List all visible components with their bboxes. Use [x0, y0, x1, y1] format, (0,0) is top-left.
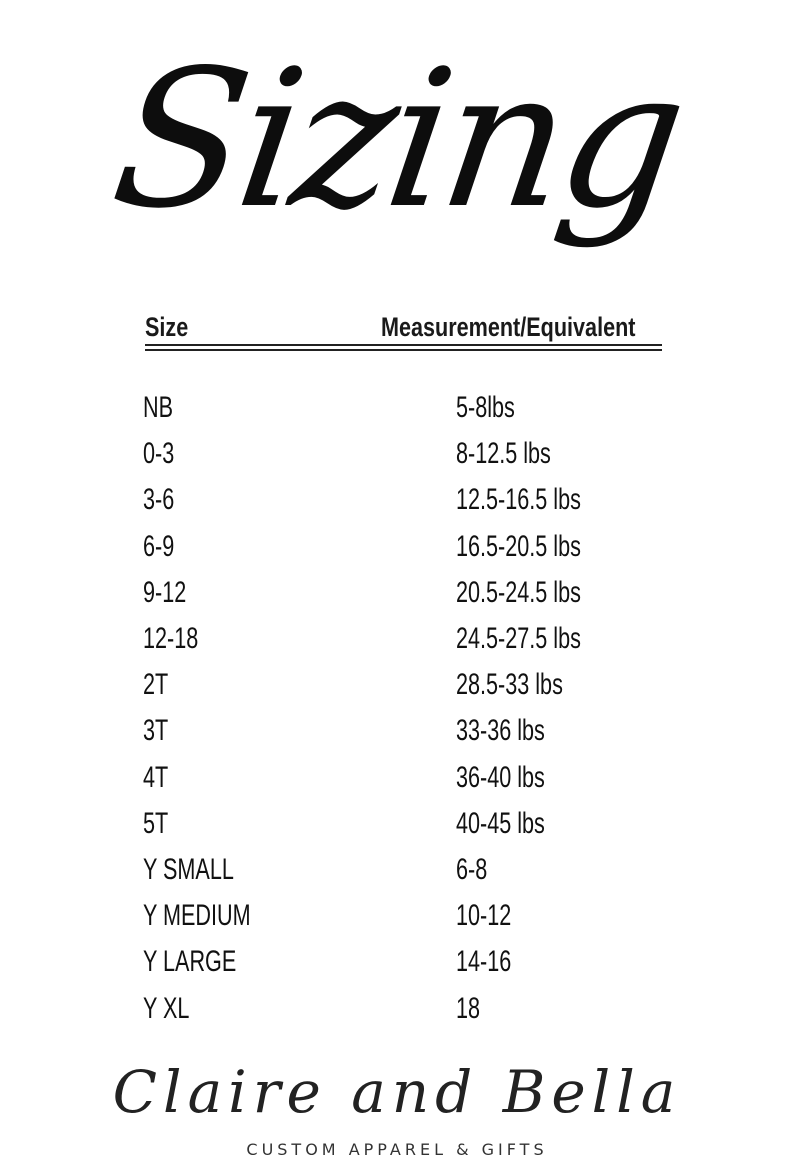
table-row: 3T 33-36 lbs: [0, 711, 794, 751]
size-cell: 9-12: [143, 575, 187, 609]
header-rule-2: [145, 349, 662, 351]
measurement-cell: 8-12.5 lbs: [456, 437, 551, 471]
size-cell: 6-9: [143, 529, 175, 563]
measurement-cell: 28.5-33 lbs: [456, 668, 563, 702]
table-row: Y SMALL 6-8: [0, 850, 794, 890]
table-row: 9-12 20.5-24.5 lbs: [0, 573, 794, 613]
size-cell: 2T: [143, 668, 169, 702]
size-column-header: Size: [145, 312, 189, 342]
size-cell: Y SMALL: [143, 853, 234, 886]
table-row: 2T 28.5-33 lbs: [0, 665, 794, 705]
measurement-cell: 18: [456, 991, 481, 1025]
size-cell: 4T: [143, 760, 169, 794]
size-cell: 3-6: [143, 483, 175, 517]
table-row: 3-6 12.5-16.5 lbs: [0, 480, 794, 520]
size-cell: 3T: [143, 714, 169, 748]
measurement-cell: 16.5-20.5 lbs: [456, 529, 581, 563]
size-cell: Y LARGE: [143, 945, 237, 979]
measurement-cell: 10-12: [456, 899, 512, 933]
measurement-column-header: Measurement/Equivalent: [381, 312, 636, 342]
brand-tagline: CUSTOM APPAREL & GIFTS: [246, 1140, 548, 1159]
table-row: 12-18 24.5-27.5 lbs: [0, 619, 794, 659]
measurement-cell: 6-8: [456, 853, 488, 886]
size-cell: Y XL: [143, 991, 190, 1025]
measurement-cell: 14-16: [456, 945, 512, 979]
table-row: 5T 40-45 lbs: [0, 804, 794, 844]
measurement-cell: 5-8lbs: [456, 391, 515, 424]
table-row: Y MEDIUM 10-12: [0, 896, 794, 936]
size-cell: NB: [143, 391, 174, 424]
measurement-cell: 12.5-16.5 lbs: [456, 483, 581, 517]
brand-logo: Claire and Bella: [112, 1058, 682, 1126]
size-cell: Y MEDIUM: [143, 899, 251, 933]
measurement-cell: 33-36 lbs: [456, 714, 545, 748]
table-row: Y XL 18: [0, 989, 794, 1029]
measurement-cell: 36-40 lbs: [456, 760, 545, 794]
size-cell: 0-3: [143, 437, 175, 471]
size-cell: 12-18: [143, 622, 199, 655]
table-row: Y LARGE 14-16: [0, 942, 794, 982]
table-row: 0-3 8-12.5 lbs: [0, 434, 794, 474]
table-row: 4T 36-40 lbs: [0, 758, 794, 798]
header-rule: [145, 344, 662, 346]
page-title: Sizing: [101, 29, 693, 250]
measurement-cell: 24.5-27.5 lbs: [456, 622, 581, 655]
measurement-cell: 40-45 lbs: [456, 806, 545, 840]
size-cell: 5T: [143, 806, 169, 840]
table-row: NB 5-8lbs: [0, 388, 794, 428]
measurement-cell: 20.5-24.5 lbs: [456, 575, 581, 609]
table-row: 6-9 16.5-20.5 lbs: [0, 527, 794, 567]
